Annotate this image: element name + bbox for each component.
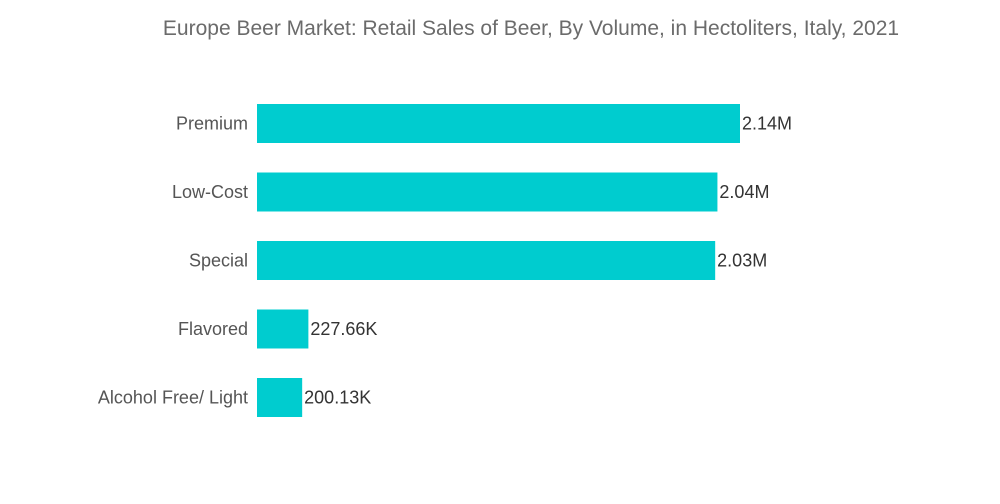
category-label: Low-Cost	[172, 182, 248, 202]
chart-title: Europe Beer Market: Retail Sales of Beer…	[162, 17, 900, 40]
value-label: 200.13K	[304, 388, 371, 408]
value-label: 2.04M	[719, 182, 769, 202]
bar	[257, 378, 303, 417]
bar	[257, 104, 740, 143]
bar	[257, 309, 309, 349]
category-label: Flavored	[178, 319, 248, 339]
category-label: Premium	[176, 114, 248, 134]
value-label: 2.14M	[742, 114, 792, 134]
bar	[257, 241, 716, 280]
bar	[257, 172, 718, 212]
category-label: Special	[189, 251, 248, 271]
value-label: 2.03M	[717, 251, 767, 271]
value-label: 227.66K	[310, 319, 377, 339]
category-label: Alcohol Free/ Light	[98, 388, 248, 408]
